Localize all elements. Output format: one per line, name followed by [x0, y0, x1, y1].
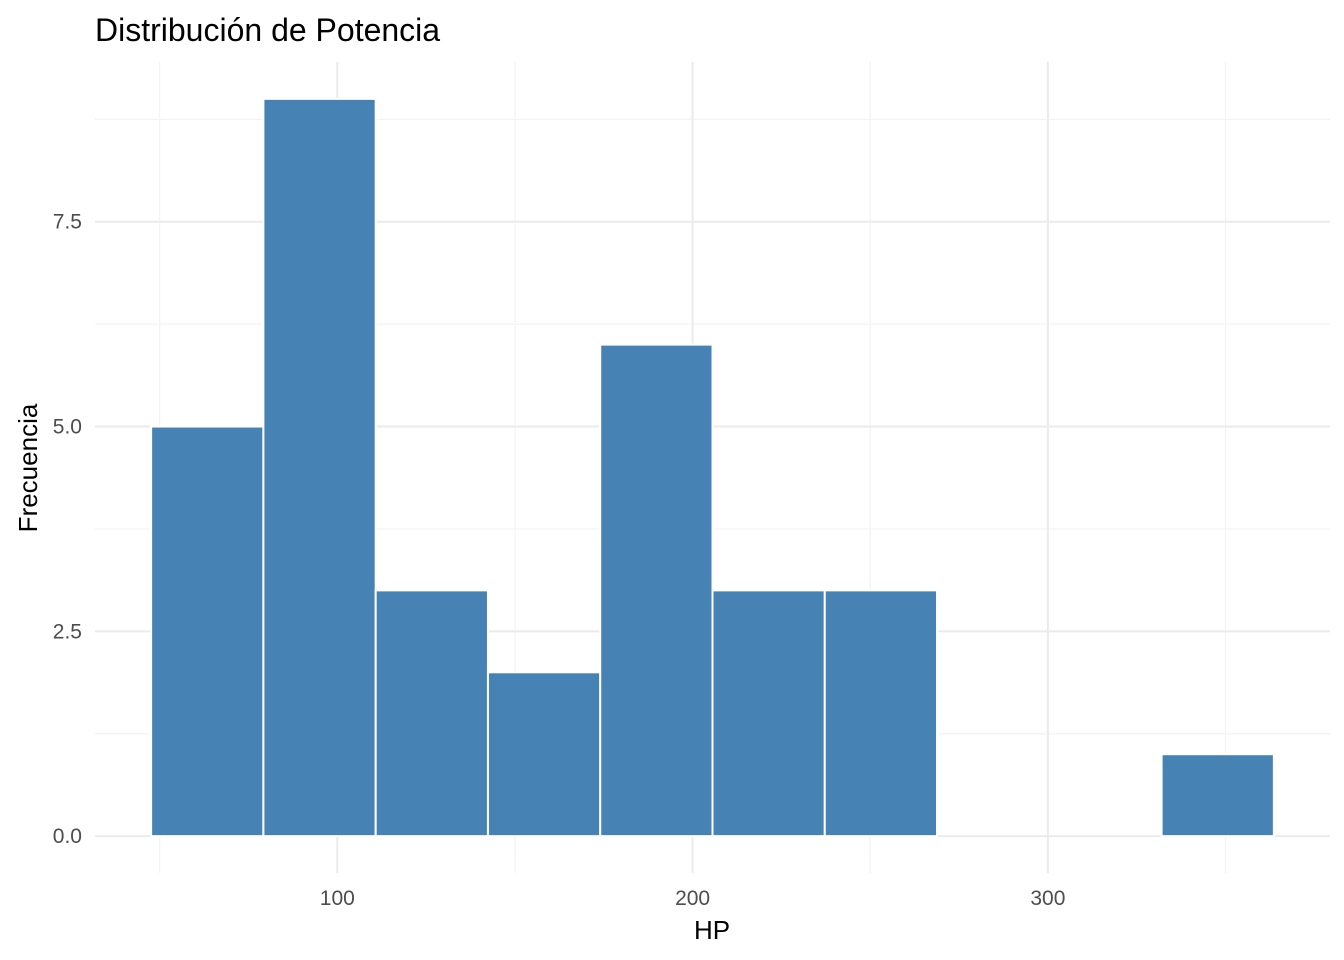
- x-tick-label: 300: [1030, 887, 1065, 910]
- histogram-bar-2: [262, 97, 377, 838]
- y-tick-label: 5.0: [53, 416, 82, 439]
- y-tick-label: 7.5: [53, 211, 82, 234]
- x-tick-label: 100: [320, 887, 355, 910]
- x-axis-tick-labels: 100 200 300: [320, 887, 1066, 910]
- y-tick-label: 2.5: [53, 620, 82, 643]
- histogram-bar-6: [711, 589, 826, 838]
- histogram-bars: [150, 97, 1275, 838]
- histogram-bar-5: [599, 343, 714, 838]
- histogram-bar-4: [486, 671, 602, 838]
- histogram-bar-3: [374, 589, 489, 838]
- histogram-bar-7: [823, 589, 939, 838]
- chart-title: Distribución de Potencia: [95, 12, 440, 48]
- histogram-bar-10: [1160, 753, 1275, 838]
- y-axis-title: Frecuencia: [13, 403, 43, 532]
- histogram-bar-1: [150, 425, 265, 838]
- y-tick-label: 0.0: [53, 825, 82, 848]
- x-tick-label: 200: [675, 887, 710, 910]
- x-axis-title: HP: [694, 915, 730, 945]
- y-axis-tick-labels: 0.0 2.5 5.0 7.5: [53, 211, 82, 848]
